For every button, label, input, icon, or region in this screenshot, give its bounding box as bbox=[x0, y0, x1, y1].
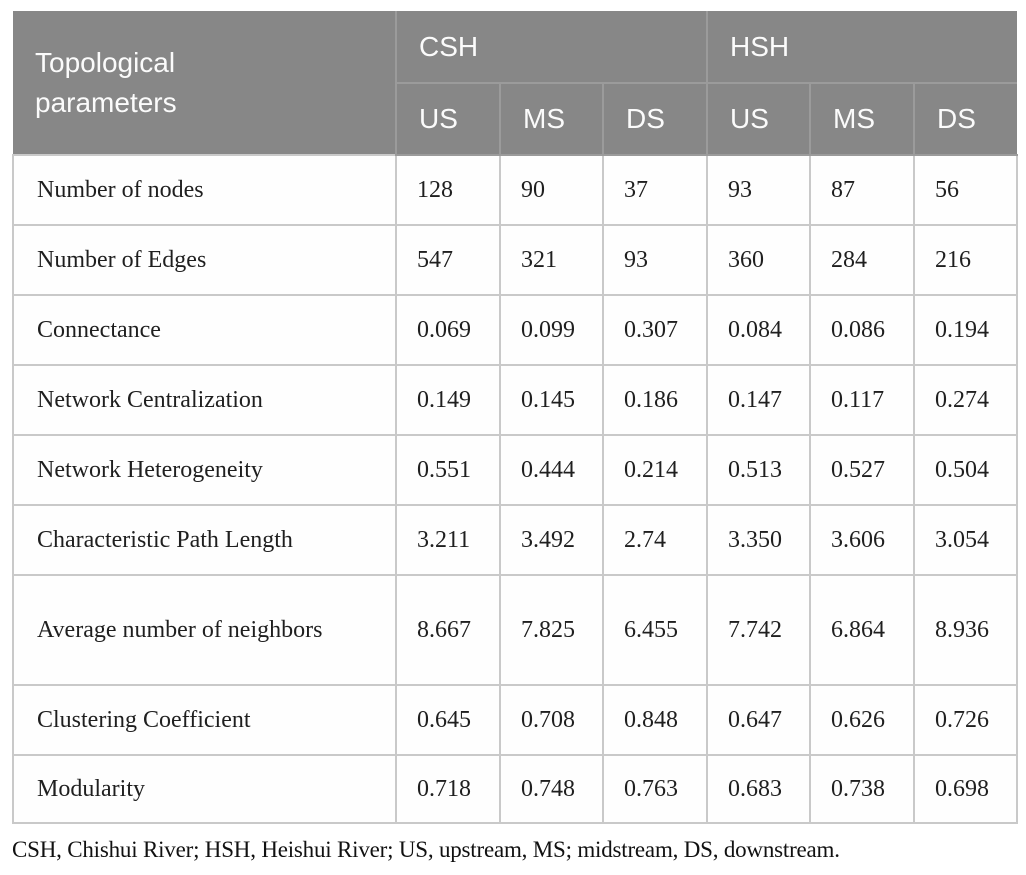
param-label: Average number of neighbors bbox=[12, 574, 397, 686]
param-label: Connectance bbox=[12, 294, 397, 366]
value-cell: 0.117 bbox=[809, 364, 916, 436]
param-label: Network Heterogeneity bbox=[12, 434, 397, 506]
value-cell: 0.069 bbox=[395, 294, 501, 366]
group-header-hsh: HSH bbox=[706, 11, 1018, 84]
param-label: Characteristic Path Length bbox=[12, 504, 397, 576]
value-cell: 360 bbox=[706, 224, 812, 296]
value-cell: 6.455 bbox=[601, 574, 709, 686]
group-header-csh: CSH bbox=[394, 11, 709, 84]
param-label: Modularity bbox=[12, 754, 397, 824]
value-cell: 56 bbox=[913, 154, 1019, 226]
value-cell: 128 bbox=[395, 154, 501, 226]
value-cell: 0.718 bbox=[395, 754, 501, 824]
value-cell: 90 bbox=[499, 154, 604, 226]
value-cell: 93 bbox=[706, 154, 812, 226]
col-header-csh-us: US bbox=[396, 82, 501, 156]
value-cell: 0.748 bbox=[499, 754, 604, 824]
topological-parameters-table: Topological parameters CSH HSH US MS DS … bbox=[12, 11, 1019, 824]
value-cell: 0.099 bbox=[499, 294, 604, 366]
value-cell: 37 bbox=[601, 154, 709, 226]
value-cell: 0.274 bbox=[913, 364, 1019, 436]
col-header-hsh-ms: MS bbox=[809, 82, 916, 156]
corner-header: Topological parameters bbox=[13, 11, 397, 155]
table-row: Characteristic Path Length 3.211 3.492 2.74… bbox=[12, 504, 1019, 576]
col-header-hsh-us: US bbox=[706, 82, 812, 156]
value-cell: 0.513 bbox=[706, 434, 812, 506]
param-label-text: Modularity bbox=[37, 775, 145, 802]
value-cell: 0.726 bbox=[913, 684, 1019, 756]
value-cell: 321 bbox=[499, 224, 604, 296]
value-cell: 0.708 bbox=[499, 684, 604, 756]
col-header-hsh-ds: DS bbox=[913, 82, 1018, 156]
value-cell: 0.214 bbox=[601, 434, 709, 506]
value-cell: 547 bbox=[395, 224, 501, 296]
table-header: Topological parameters CSH HSH US MS DS … bbox=[13, 11, 1018, 156]
value-cell: 0.504 bbox=[913, 434, 1019, 506]
table-row: Network Heterogeneity 0.551 0.444 0.214 0.51… bbox=[12, 434, 1019, 506]
value-cell: 3.492 bbox=[499, 504, 604, 576]
table-row: Connectance 0.069 0.099 0.307 0.084 0.086 0.19… bbox=[12, 294, 1019, 366]
param-label-text: Network Heterogeneity bbox=[37, 456, 263, 483]
param-label: Number of nodes bbox=[12, 154, 397, 226]
value-cell: 0.738 bbox=[809, 754, 916, 824]
table-row: Average number of neighbors 8.667 7.825 6.4… bbox=[12, 574, 1019, 686]
param-label-text: Average number of neighbors bbox=[37, 616, 323, 643]
value-cell: 0.683 bbox=[706, 754, 812, 824]
header-sub-row: US MS DS US MS DS bbox=[13, 82, 1018, 156]
header-group-row: Topological parameters CSH HSH bbox=[13, 11, 1018, 155]
value-cell: 87 bbox=[809, 154, 916, 226]
value-cell: 0.444 bbox=[499, 434, 604, 506]
value-cell: 0.551 bbox=[395, 434, 501, 506]
value-cell: 0.084 bbox=[706, 294, 812, 366]
value-cell: 0.186 bbox=[601, 364, 709, 436]
param-label-text: Number of Edges bbox=[37, 246, 207, 273]
param-label: Number of Edges bbox=[12, 224, 397, 296]
value-cell: 0.194 bbox=[913, 294, 1019, 366]
param-label-text: Characteristic Path Length bbox=[37, 526, 293, 553]
param-label: Clustering Coefficient bbox=[12, 684, 397, 756]
value-cell: 0.647 bbox=[706, 684, 812, 756]
col-header-csh-ds: DS bbox=[601, 82, 709, 156]
value-cell: 0.307 bbox=[601, 294, 709, 366]
value-cell: 0.145 bbox=[499, 364, 604, 436]
param-label-text: Clustering Coefficient bbox=[37, 706, 251, 733]
value-cell: 7.825 bbox=[499, 574, 604, 686]
value-cell: 216 bbox=[913, 224, 1019, 296]
table-row: Clustering Coefficient 0.645 0.708 0.848 0.6… bbox=[12, 684, 1019, 756]
param-label: Network Centralization bbox=[12, 364, 397, 436]
col-header-csh-ms: MS bbox=[499, 82, 604, 156]
value-cell: 6.864 bbox=[809, 574, 916, 686]
value-cell: 0.149 bbox=[395, 364, 501, 436]
value-cell: 8.667 bbox=[395, 574, 501, 686]
table-body: Number of nodes 128 90 37 93 87 56 Number of Ed… bbox=[12, 154, 1019, 824]
param-label-text: Network Centralization bbox=[37, 386, 263, 413]
value-cell: 0.645 bbox=[395, 684, 501, 756]
value-cell: 0.086 bbox=[809, 294, 916, 366]
value-cell: 0.626 bbox=[809, 684, 916, 756]
value-cell: 0.698 bbox=[913, 754, 1019, 824]
value-cell: 7.742 bbox=[706, 574, 812, 686]
value-cell: 2.74 bbox=[601, 504, 709, 576]
value-cell: 0.763 bbox=[601, 754, 709, 824]
value-cell: 8.936 bbox=[913, 574, 1019, 686]
table-row: Modularity 0.718 0.748 0.763 0.683 0.738 0.698 bbox=[12, 754, 1019, 824]
table-row: Number of nodes 128 90 37 93 87 56 bbox=[12, 154, 1019, 226]
value-cell: 3.211 bbox=[395, 504, 501, 576]
value-cell: 3.350 bbox=[706, 504, 812, 576]
value-cell: 3.606 bbox=[809, 504, 916, 576]
value-cell: 0.848 bbox=[601, 684, 709, 756]
value-cell: 93 bbox=[601, 224, 709, 296]
value-cell: 0.527 bbox=[809, 434, 916, 506]
value-cell: 0.147 bbox=[706, 364, 812, 436]
table-row: Network Centralization 0.149 0.145 0.186 0.1… bbox=[12, 364, 1019, 436]
corner-header-label: Topological parameters bbox=[35, 47, 177, 118]
param-label-text: Number of nodes bbox=[37, 176, 204, 203]
table-row: Number of Edges 547 321 93 360 284 216 bbox=[12, 224, 1019, 296]
param-label-text: Connectance bbox=[37, 316, 161, 343]
table-footnote: CSH, Chishui River; HSH, Heishui River; … bbox=[12, 837, 840, 862]
value-cell: 3.054 bbox=[913, 504, 1019, 576]
value-cell: 284 bbox=[809, 224, 916, 296]
